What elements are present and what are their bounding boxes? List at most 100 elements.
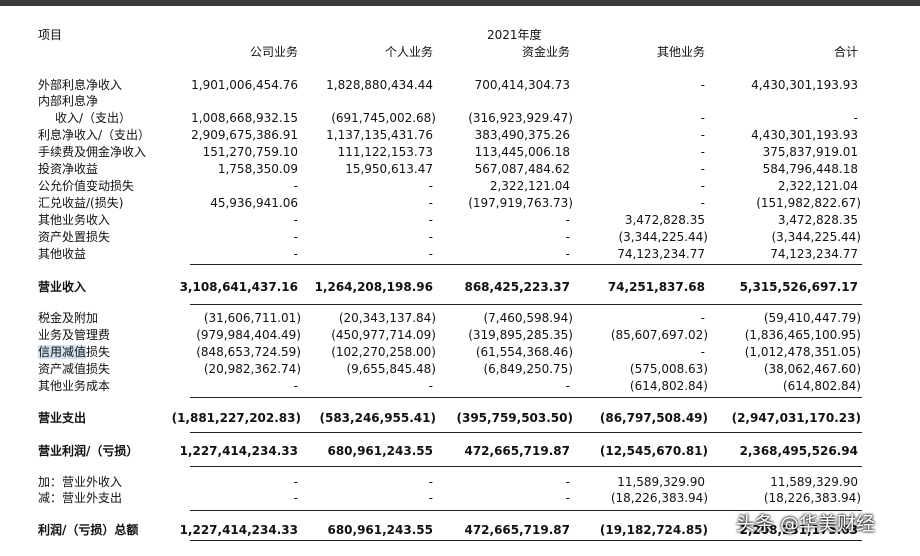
column-header: 合计 <box>833 45 858 59</box>
cell: (979,984,404.49) <box>196 328 301 342</box>
cell: - <box>293 475 298 489</box>
cell: - <box>565 213 570 227</box>
cell: - <box>293 230 298 244</box>
row-label: 收入/（支出） <box>55 111 132 125</box>
rule-line <box>190 397 862 398</box>
cell: - <box>700 145 705 159</box>
row-label: 公允价值变动损失 <box>38 179 135 193</box>
cell: 111,122,153.73 <box>337 145 433 159</box>
cell: 2,909,675,386.91 <box>191 128 298 142</box>
cell: - <box>565 475 570 489</box>
cell: 700,414,304.73 <box>474 78 570 92</box>
cell: (61,554,368.46) <box>475 345 573 359</box>
cell: 2,322,121.04 <box>777 179 858 193</box>
column-header: 公司业务 <box>249 45 298 59</box>
row-label: 其他收益 <box>38 247 87 261</box>
watermark: 头条 @华美财经 <box>736 513 876 535</box>
cell: (102,270,258.00) <box>331 345 436 359</box>
cell: 1,758,350.09 <box>217 162 298 176</box>
cell: - <box>565 230 570 244</box>
cell: (38,062,467.60) <box>763 362 861 376</box>
cell: (86,797,508.49) <box>599 411 708 425</box>
cell: 680,961,243.55 <box>327 444 433 458</box>
cell: (848,653,724.59) <box>196 345 301 359</box>
rule-line <box>190 304 862 305</box>
cell: - <box>700 128 705 142</box>
cell: 472,665,719.87 <box>464 523 570 537</box>
cell: 2,368,495,526.94 <box>739 444 858 458</box>
cell: 151,270,759.10 <box>202 145 298 159</box>
cell: 567,087,484.62 <box>474 162 570 176</box>
cell: 74,251,837.68 <box>607 280 705 294</box>
column-header: 个人业务 <box>384 45 433 59</box>
cell: 74,123,234.77 <box>770 247 858 261</box>
cell: (18,226,383.94) <box>610 491 708 505</box>
row-label: 信用减值损失 <box>38 345 111 359</box>
cell: - <box>428 475 433 489</box>
cell: - <box>565 379 570 393</box>
row-label: 汇兑收益/(损失) <box>38 196 124 210</box>
cell: (59,410,447.79) <box>763 311 861 325</box>
cell: - <box>700 111 705 125</box>
cell: 45,936,941.06 <box>210 196 298 210</box>
cell: - <box>293 379 298 393</box>
cell: (583,246,955.41) <box>319 411 437 425</box>
row-label: 营业利润/（亏损） <box>38 444 139 458</box>
cell: 113,445,006.18 <box>474 145 570 159</box>
cell: (151,982,822.67) <box>756 196 861 210</box>
cell: (691,745,002.68) <box>331 111 436 125</box>
cell: (197,919,763.73) <box>468 196 573 210</box>
cell: (9,655,845.48) <box>346 362 436 376</box>
cell: (575,008.63) <box>629 362 708 376</box>
cell: (450,977,714.09) <box>331 328 436 342</box>
cell: - <box>565 491 570 505</box>
row-label: 投资净收益 <box>38 162 99 176</box>
cell: 4,430,301,193.93 <box>751 128 858 142</box>
cell: 1,264,208,198.96 <box>314 280 433 294</box>
cell: 375,837,919.01 <box>762 145 858 159</box>
cell: (19,182,724.85) <box>599 523 708 537</box>
cell: - <box>700 311 705 325</box>
cell: (614,802.84) <box>629 379 708 393</box>
cell: (85,607,697.02) <box>610 328 708 342</box>
row-label: 资产处置损失 <box>38 230 111 244</box>
cell: - <box>428 247 433 261</box>
rule-line <box>190 510 862 511</box>
cell: - <box>700 78 705 92</box>
column-header: 其他业务 <box>656 45 705 59</box>
cell: (1,881,227,202.83) <box>171 411 301 425</box>
cell: 383,490,375.26 <box>474 128 570 142</box>
cell: 680,961,243.55 <box>327 523 433 537</box>
row-label: 外部利息净收入 <box>38 78 123 92</box>
cell: 3,108,641,437.16 <box>179 280 298 294</box>
row-label: 内部利息净 <box>38 94 99 108</box>
cell: - <box>700 345 705 359</box>
cell: 11,589,329.90 <box>617 475 705 489</box>
row-label: 营业支出 <box>38 411 87 425</box>
column-header: 资金业务 <box>521 45 570 59</box>
row-label: 手续费及佣金净收入 <box>38 145 147 159</box>
row-label: 利息净收入/（支出） <box>38 128 151 142</box>
cell: - <box>565 247 570 261</box>
cell: 2,208,231,175.63 <box>739 523 858 537</box>
cell: - <box>428 491 433 505</box>
cell: 74,123,234.77 <box>617 247 705 261</box>
rule-line <box>190 540 862 541</box>
cell: 1,901,006,454.76 <box>191 78 298 92</box>
cell: (316,923,929.47) <box>468 111 573 125</box>
cell: 11,589,329.90 <box>770 475 858 489</box>
cell: 5,315,526,697.17 <box>739 280 858 294</box>
cell: (7,460,598.94) <box>483 311 573 325</box>
cell: (12,545,670.81) <box>599 444 708 458</box>
row-label: 其他业务成本 <box>38 379 111 393</box>
row-label: 业务及管理费 <box>38 328 111 342</box>
cell: 1,227,414,234.33 <box>179 523 298 537</box>
cell: 584,796,448.18 <box>762 162 858 176</box>
cell: (3,344,225.44) <box>618 230 708 244</box>
cell: (319,895,285.35) <box>468 328 573 342</box>
cell: - <box>700 196 705 210</box>
cell: (31,606,711.01) <box>203 311 301 325</box>
cell: (1,836,465,100.95) <box>744 328 861 342</box>
cell: - <box>700 179 705 193</box>
